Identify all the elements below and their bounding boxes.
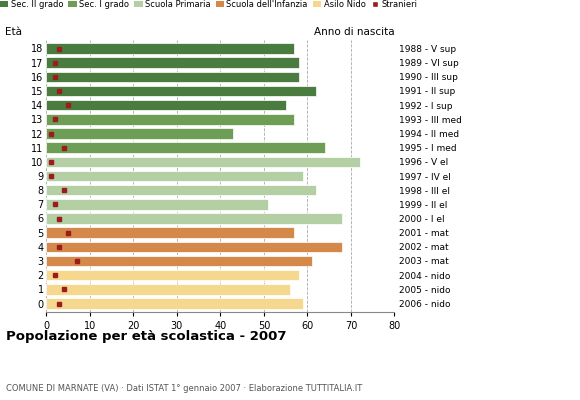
Bar	[46, 270, 299, 280]
Bar	[46, 57, 299, 68]
Text: COMUNE DI MARNATE (VA) · Dati ISTAT 1° gennaio 2007 · Elaborazione TUTTITALIA.IT: COMUNE DI MARNATE (VA) · Dati ISTAT 1° g…	[6, 384, 362, 393]
Bar	[46, 199, 268, 210]
Bar	[46, 185, 316, 196]
Bar	[46, 242, 342, 252]
Bar	[46, 128, 233, 139]
Bar	[46, 114, 295, 125]
Bar	[46, 171, 303, 181]
Bar	[46, 298, 303, 309]
Bar	[46, 227, 295, 238]
Bar	[46, 156, 360, 167]
Bar	[46, 43, 295, 54]
Bar	[46, 100, 286, 110]
Bar	[46, 142, 325, 153]
Legend: Sec. II grado, Sec. I grado, Scuola Primaria, Scuola dell'Infanzia, Asilo Nido, : Sec. II grado, Sec. I grado, Scuola Prim…	[0, 0, 418, 9]
Text: Età: Età	[5, 27, 21, 37]
Bar	[46, 213, 342, 224]
Text: Anno di nascita: Anno di nascita	[314, 27, 394, 37]
Bar	[46, 284, 290, 295]
Bar	[46, 256, 312, 266]
Bar	[46, 86, 316, 96]
Text: Popolazione per età scolastica - 2007: Popolazione per età scolastica - 2007	[6, 330, 287, 343]
Bar	[46, 72, 299, 82]
